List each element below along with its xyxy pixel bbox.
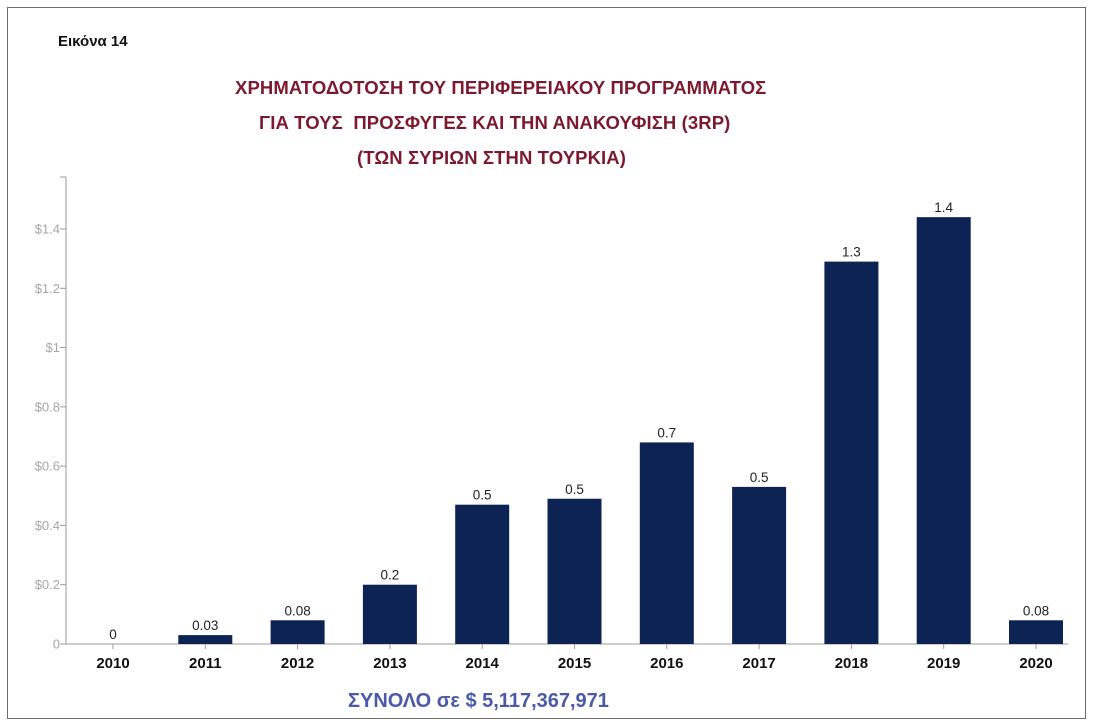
category-label-2016: 2016 bbox=[650, 655, 683, 672]
data-label-2018: 1.3 bbox=[842, 245, 861, 260]
category-label-2012: 2012 bbox=[281, 655, 314, 672]
y-tick-label-7: $1.4 bbox=[35, 222, 60, 237]
bar-2012 bbox=[270, 620, 325, 644]
data-label-2014: 0.5 bbox=[473, 488, 492, 503]
bar-2020 bbox=[1009, 620, 1063, 644]
category-label-2019: 2019 bbox=[927, 655, 960, 672]
total-amount-label: ΣΥΝΟΛΟ σε $ 5,117,367,971 bbox=[348, 690, 609, 712]
figure-label: Εικόνα 14 bbox=[58, 33, 128, 50]
y-tick-label-2: $0.4 bbox=[35, 518, 60, 533]
data-label-2010: 0 bbox=[109, 627, 117, 642]
data-label-2012: 0.08 bbox=[284, 603, 310, 618]
bar-2017 bbox=[732, 486, 787, 644]
category-label-2014: 2014 bbox=[466, 655, 500, 672]
y-tick-label-1: $0.2 bbox=[35, 577, 60, 592]
data-label-2015: 0.5 bbox=[565, 482, 584, 497]
bar-2015 bbox=[547, 498, 602, 644]
bar-2018 bbox=[824, 261, 879, 644]
y-tick-label-6: $1.2 bbox=[35, 281, 60, 296]
category-label-2017: 2017 bbox=[742, 655, 775, 672]
y-tick-label-3: $0.6 bbox=[35, 459, 60, 474]
chart-title-line-3: (ΤΩΝ ΣΥΡΙΩΝ ΣΤΗΝ ΤΟΥΡΚΙΑ) bbox=[357, 147, 627, 168]
y-tick-label-0: 0 bbox=[53, 637, 60, 652]
y-tick-label-4: $0.8 bbox=[35, 399, 60, 414]
data-label-2016: 0.7 bbox=[657, 425, 676, 440]
bar-2019 bbox=[916, 217, 971, 644]
category-label-2010: 2010 bbox=[96, 655, 129, 672]
chart-title-line-1: ΧΡΗΜΑΤΟΔΟΤΟΣΗ ΤΟΥ ΠΕΡΙΦΕΡΕΙΑΚΟΥ ΠΡΟΓΡΑΜΜ… bbox=[235, 77, 767, 98]
bar-2013 bbox=[362, 584, 417, 644]
data-label-2020: 0.08 bbox=[1023, 603, 1049, 618]
data-label-2019: 1.4 bbox=[934, 200, 953, 215]
bar-2014 bbox=[455, 504, 510, 644]
data-label-2017: 0.5 bbox=[750, 470, 769, 485]
category-label-2015: 2015 bbox=[558, 655, 591, 672]
category-label-2011: 2011 bbox=[189, 655, 222, 672]
y-tick-label-5: $1 bbox=[46, 340, 60, 355]
category-label-2018: 2018 bbox=[835, 655, 868, 672]
bar-2016 bbox=[639, 442, 694, 644]
chart-title-line-2: ΓΙΑ ΤΟΥΣ ΠΡΟΣΦΥΓΕΣ ΚΑΙ ΤΗΝ ΑΝΑΚΟΥΦΙΣΗ (3… bbox=[259, 112, 731, 133]
data-label-2011: 0.03 bbox=[192, 618, 218, 633]
category-label-2013: 2013 bbox=[373, 655, 406, 672]
category-label-2020: 2020 bbox=[1019, 655, 1052, 672]
data-label-2013: 0.2 bbox=[381, 568, 400, 583]
chart-frame bbox=[7, 7, 1086, 719]
bar-2011 bbox=[178, 635, 233, 644]
